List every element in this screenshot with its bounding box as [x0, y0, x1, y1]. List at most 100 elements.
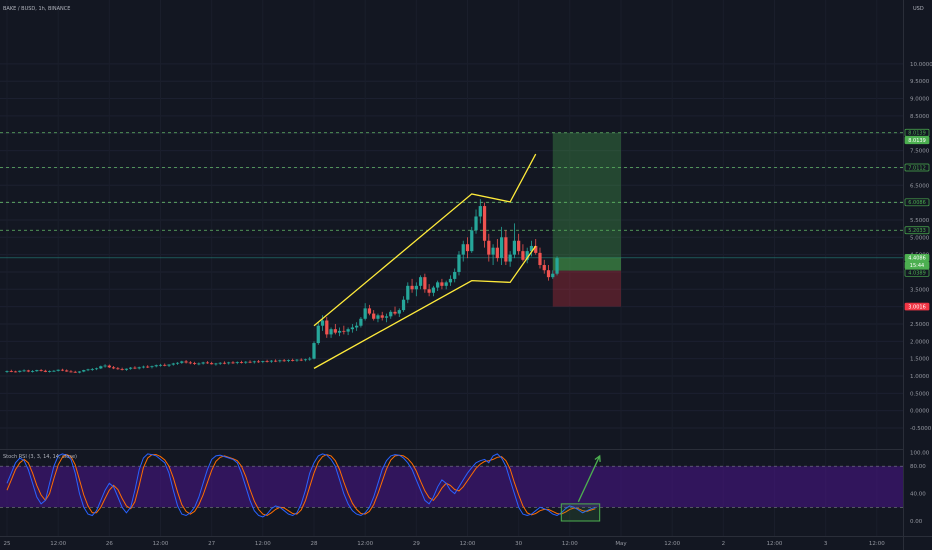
price-tick-label: 5.5000 — [910, 218, 930, 224]
price-tick-label: 7.5000 — [910, 149, 930, 155]
price-tag-box — [904, 128, 930, 137]
candle-body — [478, 206, 482, 217]
candle-body — [184, 361, 188, 363]
candle-body — [436, 282, 440, 288]
candle-body — [137, 367, 141, 369]
candle-body — [303, 359, 308, 361]
time-tick-label: 12:00 — [153, 541, 169, 547]
candle-body — [141, 366, 146, 368]
candle-body — [111, 367, 116, 369]
time-tick-label: 25 — [4, 541, 11, 547]
long-position-tool[interactable] — [552, 132, 621, 307]
price-tag-box — [904, 302, 930, 311]
price-tag-box — [904, 136, 930, 145]
candle-body — [73, 371, 77, 373]
price-tick-label: 9.5000 — [910, 79, 930, 85]
candle-body — [538, 252, 542, 266]
candle-body — [286, 360, 291, 361]
time-tick-label: 30 — [515, 541, 522, 547]
candle-body — [282, 360, 286, 362]
candle-body — [69, 371, 73, 373]
candle-body — [52, 370, 56, 372]
candle-body — [414, 285, 418, 290]
candle-body — [82, 370, 86, 372]
time-tick-label: 12:00 — [664, 541, 680, 547]
price-tick-label: 1.5000 — [910, 357, 930, 363]
time-axis[interactable]: 25 12:00 26 12:00 27 12:00 28 12:00 29 12:00 30 12:… — [4, 541, 886, 547]
price-tag: 7.0112 — [904, 163, 930, 172]
price-tag-box — [904, 261, 930, 270]
candle-body — [26, 370, 30, 372]
time-tick-label: 12:00 — [460, 541, 476, 547]
candle-body — [48, 371, 52, 372]
candle-body — [274, 360, 278, 362]
candle-body — [188, 362, 192, 364]
candle-body — [521, 251, 525, 260]
candle-body — [320, 320, 325, 326]
candle-body — [252, 361, 256, 363]
candle-body — [5, 371, 9, 372]
price-tag-box — [904, 163, 930, 172]
candle-body — [56, 369, 60, 371]
candle-body — [35, 370, 39, 372]
candle-body — [197, 363, 201, 365]
currency-label: USD — [913, 6, 924, 12]
candle-body — [389, 311, 393, 317]
time-tick-label: 12:00 — [767, 541, 783, 547]
candle-body — [171, 363, 175, 365]
channel-lines[interactable] — [313, 153, 537, 369]
candle-body — [482, 206, 487, 241]
candle-body — [363, 308, 367, 319]
candle-body — [512, 240, 517, 255]
candle-body — [222, 362, 227, 364]
candle-body — [474, 216, 478, 231]
time-tick-label: 12:00 — [50, 541, 66, 547]
price-tag: 15:44 — [904, 261, 930, 270]
candle-body — [265, 361, 269, 362]
price-tag-text: 8.0139 — [908, 131, 926, 137]
indicator-tick-label: 80.00 — [910, 464, 926, 470]
candle-body — [22, 370, 26, 372]
candle-body — [103, 365, 107, 367]
candle-body — [124, 368, 129, 370]
candle-body — [529, 245, 534, 252]
candle-body — [235, 362, 239, 363]
candle-body — [167, 364, 171, 366]
indicator-axis[interactable]: 100.00 80.00 40.00 0.00 — [910, 451, 930, 526]
candle-body — [278, 360, 282, 362]
candle-body — [325, 320, 329, 335]
price-tag-text: 8.0139 — [908, 138, 926, 144]
price-tick-label: 2.5000 — [910, 322, 930, 328]
price-tag: 8.0139 — [904, 136, 930, 145]
candle-body — [384, 316, 389, 318]
candle-body — [244, 361, 248, 363]
candle-body — [342, 330, 346, 332]
profit-zone — [552, 132, 621, 271]
candle-body — [129, 367, 133, 369]
candle-body — [423, 277, 427, 290]
price-tick-label: 2.0000 — [910, 339, 930, 345]
candle-body — [444, 282, 448, 286]
candle-body — [133, 367, 137, 369]
candle-body — [120, 369, 124, 370]
highlight-box — [560, 503, 601, 522]
candle-body — [508, 254, 512, 262]
candle-body — [9, 371, 13, 372]
indicator-tick-label: 100.00 — [910, 451, 930, 457]
candle-body — [192, 363, 197, 364]
arrow-head — [594, 454, 601, 462]
time-tick-label: 27 — [208, 541, 215, 547]
candle-body — [333, 329, 337, 333]
loss-zone — [552, 270, 621, 307]
candle-body — [401, 299, 406, 311]
candle-body — [261, 361, 265, 362]
time-tick-label: 12:00 — [869, 541, 885, 547]
candle-body — [457, 254, 461, 272]
time-tick-label: 3 — [824, 541, 828, 547]
candle-body — [214, 363, 218, 365]
candle-body — [86, 369, 90, 371]
candle-body — [534, 245, 538, 253]
indicator-tick-label: 40.00 — [910, 492, 926, 498]
candle-body — [312, 343, 316, 359]
